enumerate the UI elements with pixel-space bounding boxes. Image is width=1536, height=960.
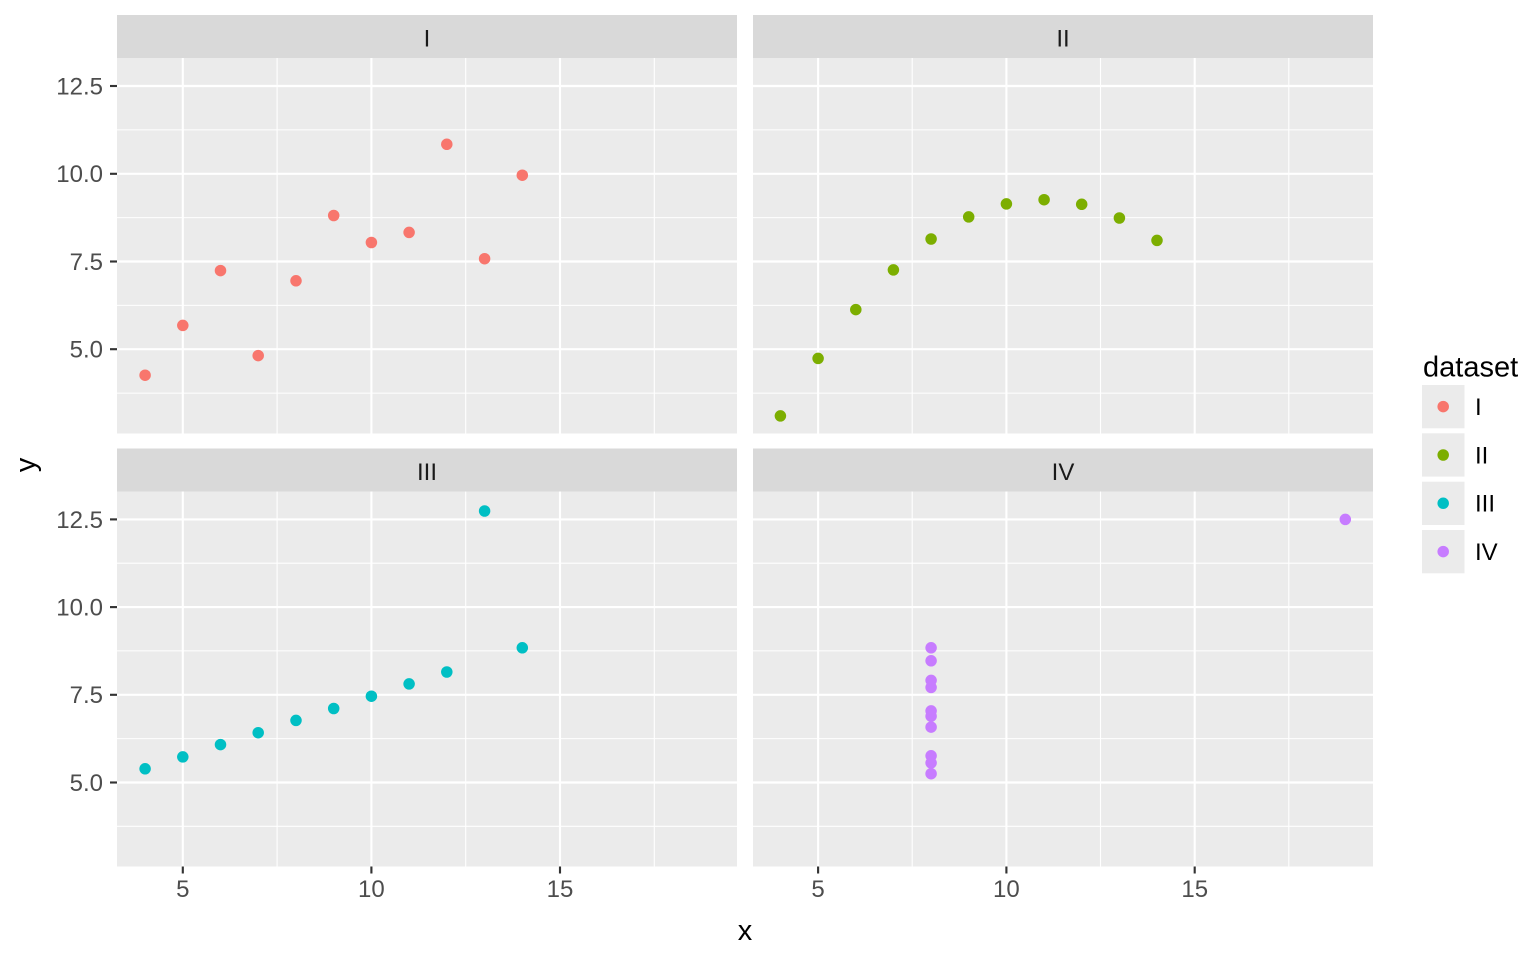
- svg-text:10: 10: [993, 876, 1020, 903]
- svg-text:IV: IV: [1052, 459, 1075, 486]
- svg-text:5: 5: [176, 876, 189, 903]
- svg-text:10: 10: [358, 876, 385, 903]
- svg-text:I: I: [1475, 394, 1482, 421]
- svg-text:12.5: 12.5: [56, 73, 103, 100]
- svg-text:I: I: [424, 25, 431, 52]
- svg-text:dataset: dataset: [1423, 352, 1518, 384]
- svg-text:5.0: 5.0: [70, 770, 103, 797]
- svg-text:15: 15: [547, 876, 574, 903]
- svg-text:IV: IV: [1475, 539, 1498, 566]
- svg-text:III: III: [1475, 491, 1495, 518]
- svg-text:x: x: [738, 915, 753, 947]
- svg-text:10.0: 10.0: [56, 595, 103, 622]
- svg-text:5: 5: [811, 876, 824, 903]
- svg-text:15: 15: [1181, 876, 1208, 903]
- svg-text:7.5: 7.5: [70, 682, 103, 709]
- svg-text:10.0: 10.0: [56, 161, 103, 188]
- svg-text:II: II: [1475, 442, 1488, 469]
- svg-text:II: II: [1056, 25, 1069, 52]
- svg-text:y: y: [10, 457, 42, 472]
- svg-text:5.0: 5.0: [70, 337, 103, 364]
- svg-text:12.5: 12.5: [56, 507, 103, 534]
- svg-text:III: III: [417, 459, 437, 486]
- svg-text:7.5: 7.5: [70, 249, 103, 276]
